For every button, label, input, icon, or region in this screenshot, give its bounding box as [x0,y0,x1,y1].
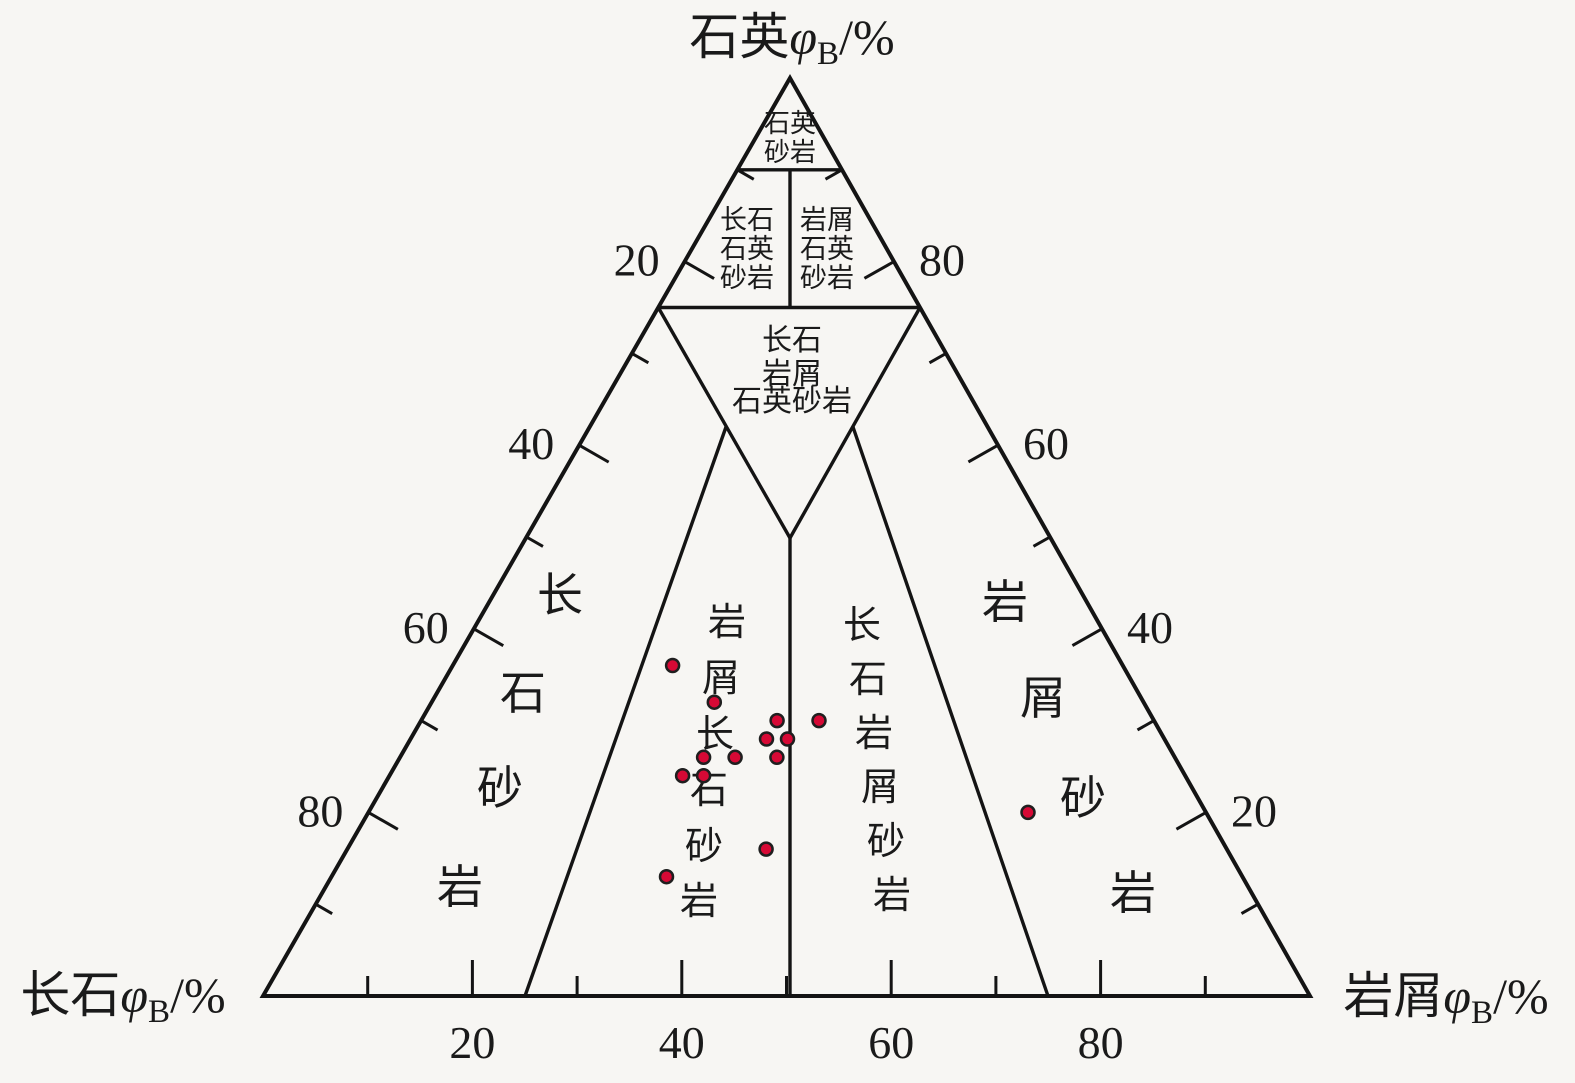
triangle-outline [259,73,1314,998]
tick-label-left-40: 40 [508,418,554,469]
tick-label-right-80: 80 [919,235,965,286]
field-label-line: 石英 [800,234,854,264]
data-points [658,657,1036,885]
sample-data-point [758,731,775,747]
tick-label-bottom-20: 20 [449,1017,495,1068]
field-label-char: 石 [500,668,546,719]
tick-label-left-60: 60 [403,602,449,653]
tick-right-50 [1032,535,1051,548]
field-label-char: 屑 [702,658,740,700]
field-label-line: 长石 [720,205,774,235]
field-label-char: 岩 [982,577,1028,628]
tick-right-70 [1136,719,1155,732]
sample-data-point [695,767,712,784]
field-label-char: 岩 [873,875,911,917]
tick-label-right-20: 20 [1231,785,1277,836]
sample-data-point [811,712,827,729]
tick-left-50 [525,535,544,548]
tick-label-bottom-60: 60 [868,1017,914,1068]
field-label-line: 岩屑 [800,205,854,235]
tick-left-10 [736,168,755,181]
tick-right-90 [1240,902,1259,915]
tick-left-60 [473,627,505,648]
sample-data-point [769,749,785,766]
field-label-char: 岩 [680,881,718,923]
field-label-char: 砂 [477,763,523,814]
field-label-line: 岩屑 [762,358,822,391]
qfl-triangle [259,73,1314,998]
fl-1-3-line [851,426,1050,997]
field-label-char: 屑 [1020,673,1066,724]
tick-labels: 20 40 60 80 80 60 40 20 20 40 60 80 [297,235,1277,1068]
tick-label-bottom-40: 40 [659,1017,705,1068]
field-label-char: 长 [843,605,881,647]
field-label-char: 砂 [1060,773,1106,824]
tick-label-right-60: 60 [1023,418,1069,469]
field-label-char: 砂 [685,826,723,868]
tick-label-left-80: 80 [297,785,343,836]
axis-label-quartz: 石英φB/% [689,9,894,72]
field-label-char: 屑 [861,767,899,809]
field-label-line: 石英 [720,234,774,264]
tick-label-right-40: 40 [1127,602,1173,653]
tick-left-90 [314,902,333,915]
field-boundaries [523,168,1050,997]
tick-label-bottom-80: 80 [1078,1017,1124,1068]
field-label-line: 砂岩 [800,263,854,293]
field-label-char: 岩 [855,713,893,755]
field-label-char: 长 [537,570,583,621]
field-labels: 石英砂岩长石石英砂岩岩屑石英砂岩长石岩屑石英砂岩长石砂岩岩屑长石砂岩长石岩屑砂岩… [437,109,1156,923]
sample-data-point [769,712,785,729]
tick-right-20 [863,260,895,280]
tick-left-80 [367,811,399,831]
tick-right-40 [967,443,999,464]
sample-data-point [674,767,691,784]
inverted-v-right [788,306,922,539]
tick-left-30 [631,352,650,365]
field-label-line: 砂岩 [720,263,774,293]
field-label-line: 长石 [762,324,822,357]
sample-data-point [1020,804,1036,821]
field-label-line: 砂岩 [764,138,816,167]
field-label-char: 岩 [708,602,746,644]
inverted-v-left [656,306,792,539]
field-label-line: 石英砂岩 [732,385,852,418]
field-label-char: 砂 [867,821,905,863]
tick-right-10 [824,168,843,181]
tick-left-20 [683,260,715,280]
sample-data-point [658,868,675,885]
field-label-quartz-sandstone: 石英砂岩 [764,109,816,167]
fl-3-1-line [523,426,728,997]
tick-right-60 [1071,627,1103,647]
axis-ticks [314,168,1259,996]
sample-data-point [758,841,774,857]
axis-label-feldspar: 长石φB/% [20,967,225,1030]
field-label-char: 石 [849,659,887,701]
sample-data-point [706,694,723,710]
tick-right-30 [928,352,947,365]
field-label-char: 岩 [437,862,483,913]
sample-data-point [727,749,743,766]
sample-data-point [779,731,796,747]
sample-data-point [695,749,712,766]
field-label-char: 岩 [1110,868,1156,919]
sample-data-point [664,657,681,674]
axis-labels: 石英φB/% 长石φB/% 岩屑φB/% [20,9,1548,1031]
tick-left-70 [420,719,439,732]
tick-label-left-20: 20 [614,235,660,286]
field-label-char: 长 [696,714,734,756]
field-label-line: 石英 [764,109,816,138]
tick-right-80 [1175,811,1207,831]
tick-left-40 [578,443,610,464]
axis-label-lithic: 岩屑φB/% [1343,968,1548,1031]
